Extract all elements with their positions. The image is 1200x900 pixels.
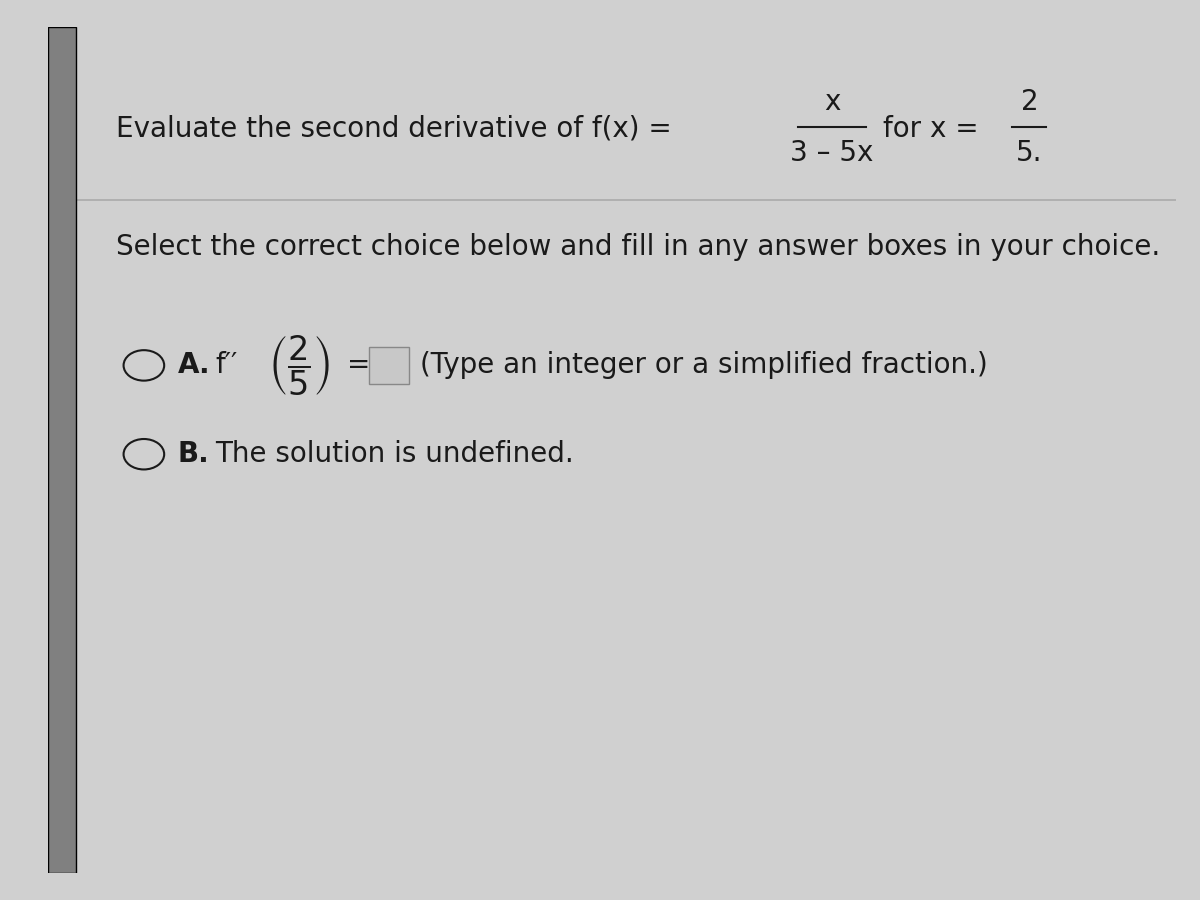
Text: 3 – 5x: 3 – 5x [791, 139, 874, 166]
Text: 5.: 5. [1016, 139, 1043, 166]
Text: (Type an integer or a simplified fraction.): (Type an integer or a simplified fractio… [420, 351, 988, 380]
Text: Evaluate the second derivative of f(x) =: Evaluate the second derivative of f(x) = [115, 114, 672, 142]
Text: for x =: for x = [883, 114, 978, 142]
Text: 2: 2 [1020, 88, 1038, 116]
Text: x: x [823, 88, 840, 116]
Text: $\left(\dfrac{2}{5}\right)$: $\left(\dfrac{2}{5}\right)$ [268, 333, 330, 398]
FancyBboxPatch shape [48, 27, 77, 873]
Text: Select the correct choice below and fill in any answer boxes in your choice.: Select the correct choice below and fill… [115, 233, 1160, 261]
Text: =: = [347, 351, 371, 380]
Text: The solution is undefined.: The solution is undefined. [215, 440, 574, 468]
FancyBboxPatch shape [370, 346, 409, 384]
Text: B.: B. [178, 440, 210, 468]
Text: f′′: f′′ [215, 351, 238, 380]
Text: A.: A. [178, 351, 210, 380]
